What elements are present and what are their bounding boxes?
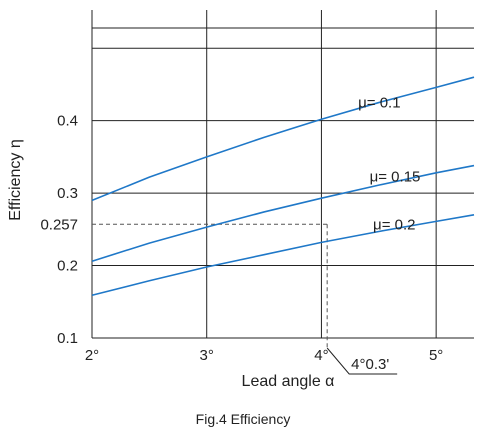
x-tick-label: 3°: [200, 347, 214, 364]
series-label: μ= 0.15: [370, 169, 421, 186]
grid: [91, 10, 474, 339]
x-tick-label: 5°: [429, 347, 443, 364]
series-line: [91, 76, 475, 202]
series: [91, 76, 475, 297]
y-tick-label: 0.4: [57, 113, 78, 130]
tick-labels: 2° 3° 4° 5° 0.1 0.2 0.257 0.3 0.4: [40, 113, 443, 364]
annotation-guides: 4°0.3': [92, 223, 398, 375]
y-axis-title: Efficiency η: [7, 139, 24, 221]
y-tick-label: 0.1: [57, 330, 78, 347]
y-tick-label: 0.257: [40, 216, 78, 233]
series-label: μ= 0.1: [358, 95, 400, 112]
annotation-label: 4°0.3': [351, 356, 389, 373]
y-tick-label: 0.2: [57, 258, 78, 275]
series-line: [91, 164, 475, 262]
series-labels: μ= 0.1 μ= 0.15 μ= 0.2: [358, 95, 420, 234]
figure-caption: Fig.4 Efficiency: [196, 411, 291, 427]
series-label: μ= 0.2: [373, 216, 415, 233]
annotation-leader-line: [326, 347, 398, 375]
x-tick-label: 4°: [314, 347, 328, 364]
x-tick-label: 2°: [85, 347, 99, 364]
series-line: [91, 214, 475, 297]
x-axis-title: Lead angle α: [242, 373, 335, 390]
y-tick-label: 0.3: [57, 185, 78, 202]
